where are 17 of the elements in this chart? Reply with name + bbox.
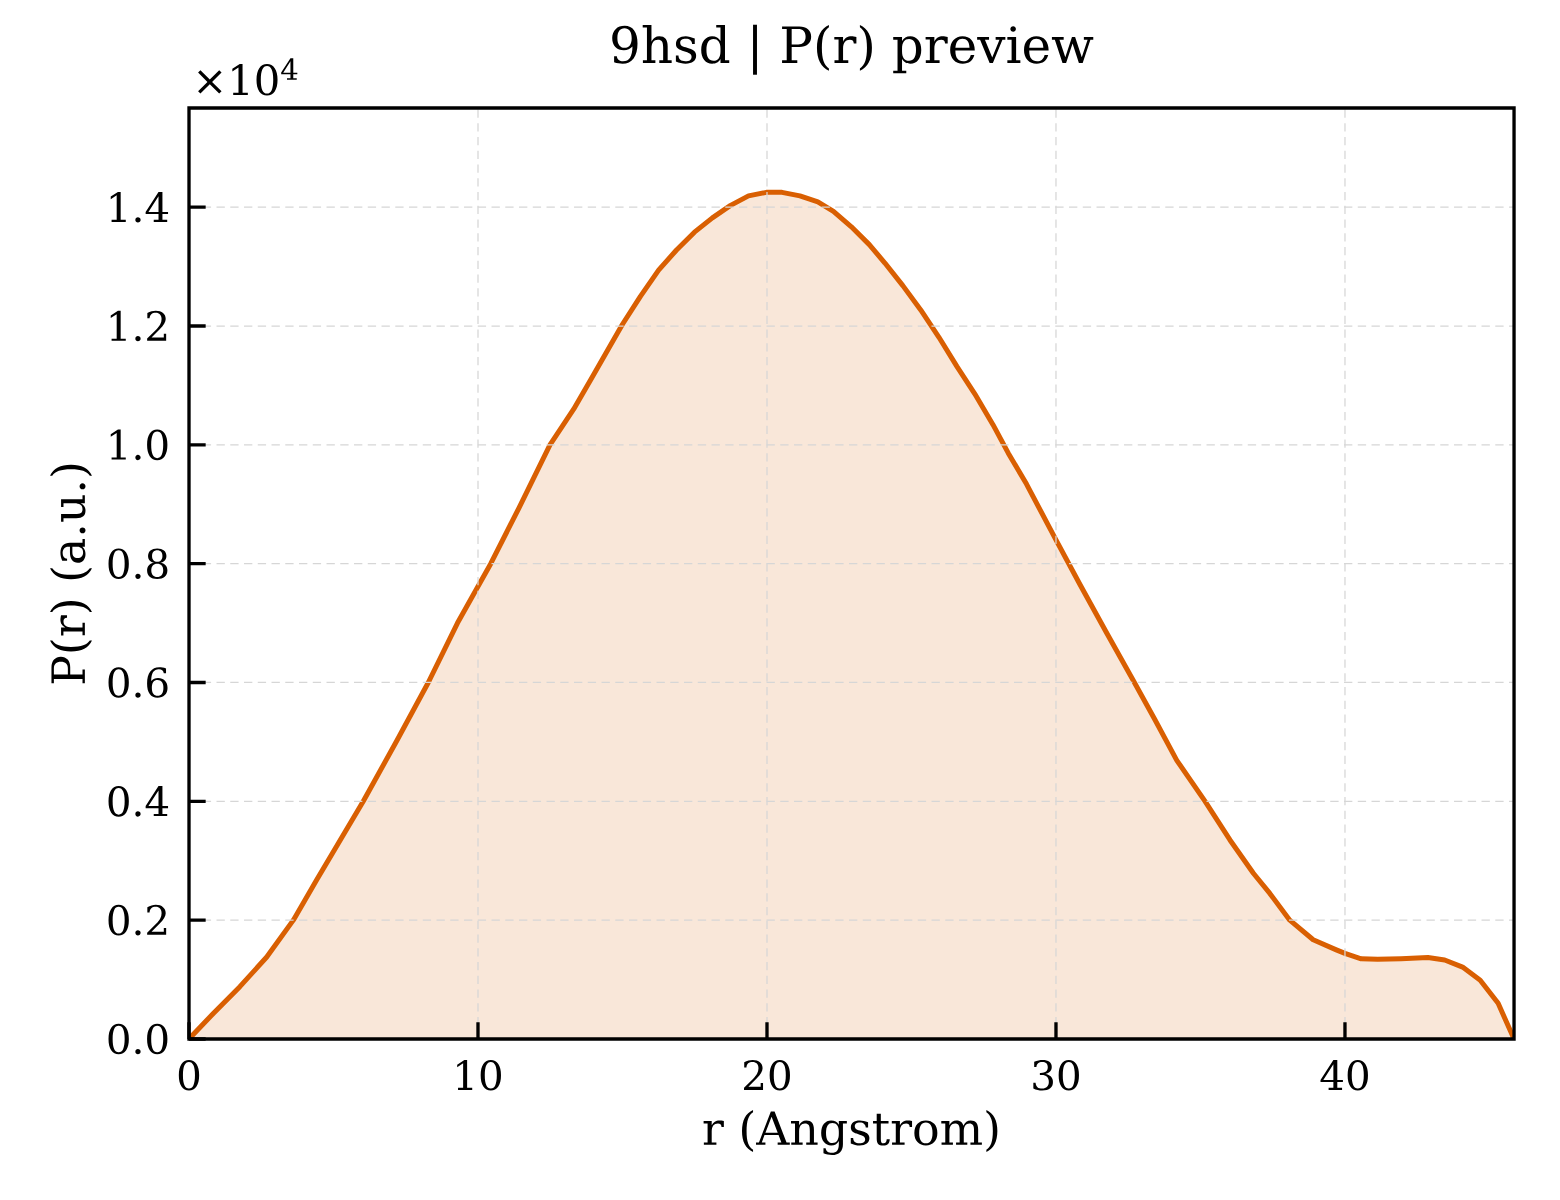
x-tick-label: 0 <box>178 1059 200 1091</box>
y-tick-label: 1.0 <box>110 429 168 461</box>
y-tick-label: 0.8 <box>108 548 168 579</box>
y-tick-label: 0.6 <box>108 667 168 698</box>
y-tick-label: 1.2 <box>110 310 167 342</box>
x-tick-label: 40 <box>1320 1059 1368 1091</box>
y-tick-label: 0.2 <box>108 904 167 936</box>
x-tick-label: 10 <box>457 1059 501 1091</box>
y-tick-label: 0.4 <box>108 786 169 817</box>
x-tick-label: 30 <box>1033 1059 1079 1091</box>
y-tick-label: 0.0 <box>108 1023 168 1055</box>
x-tick-label: 20 <box>744 1059 790 1091</box>
x-axis-title: r (Angstrom) <box>703 1110 998 1156</box>
y-tick-label: 1.4 <box>110 191 169 223</box>
text: ×10$^{4}$ <box>198 58 298 96</box>
y-axis-title: P(r) (a.u.) <box>50 464 92 684</box>
chart-title: 9hsd | P(r) preview <box>612 24 1094 75</box>
